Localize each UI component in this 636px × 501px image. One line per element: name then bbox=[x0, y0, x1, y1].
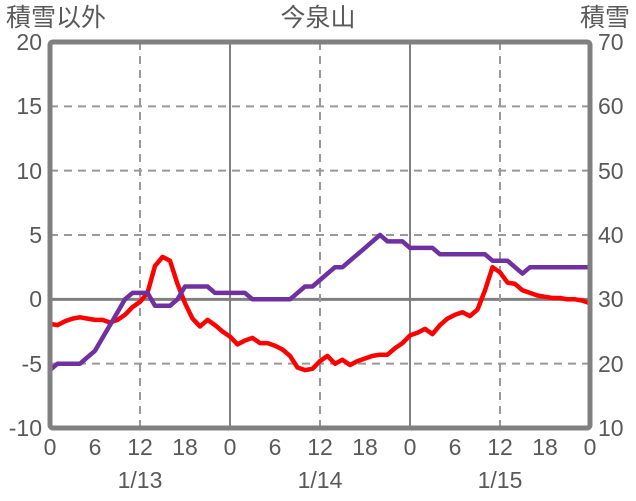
left-axis-tick: 5 bbox=[29, 222, 42, 248]
snow-depth-line bbox=[47, 232, 593, 373]
date-label: 1/14 bbox=[297, 467, 343, 493]
left-axis-tick: 15 bbox=[16, 93, 42, 120]
right-axis-tick: 60 bbox=[598, 93, 624, 120]
x-axis-tick: 12 bbox=[307, 434, 333, 460]
x-axis-tick: 6 bbox=[448, 434, 462, 460]
x-axis-tick: 12 bbox=[127, 434, 153, 460]
x-axis-tick: 6 bbox=[268, 434, 282, 460]
right-axis-tick: 40 bbox=[598, 222, 624, 248]
right-axis-title: 積雪 bbox=[579, 4, 630, 32]
x-axis-tick: 18 bbox=[352, 434, 378, 460]
left-axis-tick: -10 bbox=[8, 415, 42, 441]
date-label: 1/13 bbox=[117, 467, 163, 493]
left-axis-tick: -5 bbox=[21, 350, 42, 377]
chart-title: 今泉山 bbox=[280, 4, 356, 32]
x-axis-tick: 0 bbox=[43, 434, 57, 460]
left-axis-tick: 20 bbox=[16, 29, 42, 55]
x-axis-tick: 0 bbox=[403, 434, 417, 460]
x-axis-tick: 18 bbox=[172, 434, 198, 460]
x-axis-tick: 12 bbox=[487, 434, 513, 460]
right-axis-tick: 70 bbox=[598, 29, 624, 55]
left-axis-tick: 0 bbox=[29, 286, 42, 313]
right-axis-tick: 10 bbox=[598, 415, 624, 441]
x-axis-tick: 18 bbox=[532, 434, 558, 460]
plot-border bbox=[47, 39, 593, 431]
left-axis-title: 積雪以外 bbox=[6, 4, 107, 32]
right-axis-tick: 50 bbox=[598, 157, 624, 184]
temperature-line bbox=[47, 254, 593, 373]
x-axis-tick: 0 bbox=[223, 434, 237, 460]
left-axis-tick: 10 bbox=[16, 157, 42, 184]
right-axis-tick: 20 bbox=[598, 350, 624, 377]
right-axis-tick: 30 bbox=[598, 286, 624, 313]
date-label: 1/15 bbox=[477, 467, 523, 493]
x-axis-tick: 6 bbox=[88, 434, 102, 460]
x-axis-tick: 0 bbox=[583, 434, 597, 460]
